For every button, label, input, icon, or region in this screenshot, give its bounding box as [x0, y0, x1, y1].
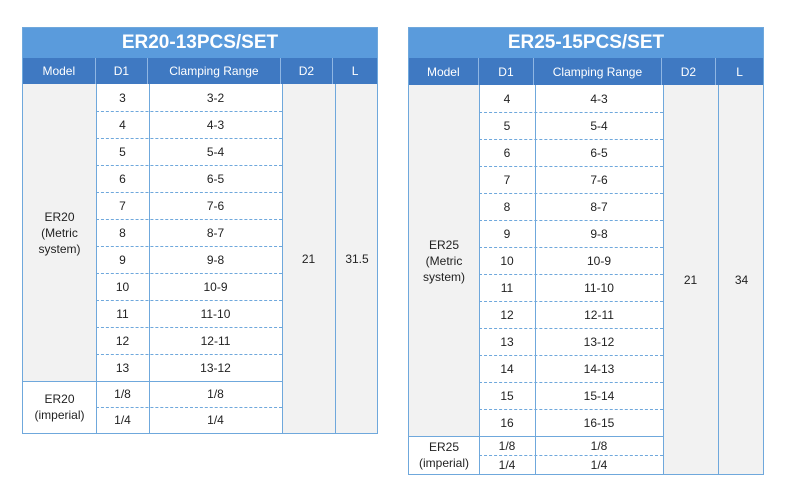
model-label-line: system): [423, 269, 465, 284]
column-header: D2: [662, 58, 717, 85]
d1-cell: 8: [503, 199, 511, 214]
d1-cell: 7: [119, 198, 126, 213]
clamping-range-cell: 5-4: [590, 118, 608, 133]
d1-cell: 3: [119, 90, 126, 105]
column-header: Clamping Range: [148, 58, 281, 84]
model-metric-cell: ER20 (Metric system): [23, 84, 96, 381]
model-label-line: (imperial): [34, 408, 85, 422]
model-label-line: ER25: [428, 440, 460, 454]
d1-cell: 13: [500, 334, 514, 349]
d1-cell: 1/4: [114, 413, 131, 427]
table-header-row: Model D1 Clamping Range D2 L: [409, 58, 763, 85]
table-title: ER20-13PCS/SET: [23, 28, 377, 58]
clamping-range-cell: 7-6: [206, 198, 225, 213]
clamping-range-cell: 10-9: [586, 253, 612, 268]
d1-cell: 15: [500, 388, 514, 403]
clamping-range-cell: 8-7: [590, 199, 608, 214]
d2-cell: 21: [683, 272, 698, 287]
table-title: ER25-15PCS/SET: [409, 28, 763, 58]
d1-cell: 9: [119, 252, 126, 267]
column-header: Model: [23, 58, 96, 84]
clamping-range-cell: 12-11: [200, 333, 231, 348]
d1-cell: 7: [503, 172, 511, 187]
column-header: L: [351, 64, 359, 78]
d1-cell: 6: [503, 145, 511, 160]
clamping-range-cell: 4-3: [590, 91, 608, 106]
d1-cell: 1/8: [114, 387, 131, 401]
d1-cell: 9: [503, 226, 511, 241]
clamping-range-cell: 3-2: [206, 90, 225, 105]
clamping-range-cell: 9-8: [206, 252, 225, 267]
clamping-range-cell: 13-12: [583, 334, 615, 349]
clamping-range-cell: 10-9: [203, 279, 228, 294]
d2-cell: 21: [301, 251, 316, 266]
d1-cell: 12: [500, 307, 514, 322]
column-header: L: [736, 64, 743, 79]
d1-cell: 8: [119, 225, 126, 240]
d1-cell: 4: [119, 117, 126, 132]
clamping-range-cell: 5-4: [206, 144, 225, 159]
clamping-range-cell: 12-11: [584, 307, 614, 322]
column-header: D2: [281, 58, 334, 84]
l-cell: 31.5: [345, 251, 369, 266]
clamping-range-cell: 7-6: [590, 172, 608, 187]
d1-cell: 4: [503, 91, 511, 106]
clamping-range-cell: 11-10: [200, 306, 231, 321]
clamping-range-cell: 1/8: [207, 387, 224, 401]
model-imperial-cell: ER25 (imperial): [409, 436, 479, 474]
column-header: D1: [479, 58, 535, 85]
d1-cell: 10: [500, 253, 514, 268]
clamping-range-cell: 14-13: [583, 361, 615, 376]
d1-cell: 5: [503, 118, 511, 133]
d1-cell: 10: [115, 279, 130, 294]
d1-cell: 6: [119, 171, 126, 186]
d1-cell: 5: [119, 144, 126, 159]
l-cell: 34: [734, 272, 749, 287]
d1-cell: 14: [500, 361, 514, 376]
clamping-range-cell: 6-5: [206, 171, 225, 186]
d1-cell: 1/4: [498, 457, 516, 472]
clamping-range-cell: 6-5: [590, 145, 608, 160]
clamping-range-cell: 1/4: [590, 457, 608, 472]
d1-cell: 12: [115, 333, 130, 348]
table-header-row: Model D1 Clamping Range D2 L: [23, 58, 377, 84]
clamping-range-cell: 16-15: [583, 415, 615, 430]
clamping-range-cell: 11-10: [584, 280, 614, 295]
model-label-line: ER20: [44, 209, 75, 224]
clamping-range-cell: 1/8: [590, 438, 608, 453]
model-label-line: ER25: [428, 237, 460, 252]
clamping-range-cell: 1/4: [207, 413, 224, 427]
clamping-range-cell: 15-14: [583, 388, 615, 403]
column-header: Clamping Range: [534, 58, 662, 85]
clamping-range-cell: 9-8: [590, 226, 608, 241]
d1-cell: 11: [500, 280, 514, 295]
d1-cell: 13: [115, 360, 130, 375]
model-label-line: (imperial): [418, 456, 469, 470]
model-metric-cell: ER25 (Metric system): [409, 85, 479, 436]
column-header: Model: [409, 58, 479, 85]
column-header: D1: [96, 58, 149, 84]
d1-cell: 1/8: [498, 438, 516, 453]
clamping-range-cell: 8-7: [206, 225, 225, 240]
d1-cell: 11: [116, 306, 129, 321]
model-label-line: ER20: [44, 392, 75, 406]
clamping-range-cell: 4-3: [206, 117, 225, 132]
model-label-line: system): [38, 241, 81, 256]
model-label-line: (Metric: [425, 253, 463, 268]
table-er25: ER25-15PCS/SET Model D1 Clamping Range D2 L ER…: [408, 27, 764, 475]
clamping-range-cell: 13-12: [200, 360, 231, 375]
model-label-line: (Metric: [41, 225, 78, 240]
d1-cell: 16: [500, 415, 514, 430]
model-imperial-cell: ER20 (imperial): [23, 381, 96, 433]
table-er20: ER20-13PCS/SET Model D1 Clamping Range D2 L ER…: [22, 27, 378, 434]
